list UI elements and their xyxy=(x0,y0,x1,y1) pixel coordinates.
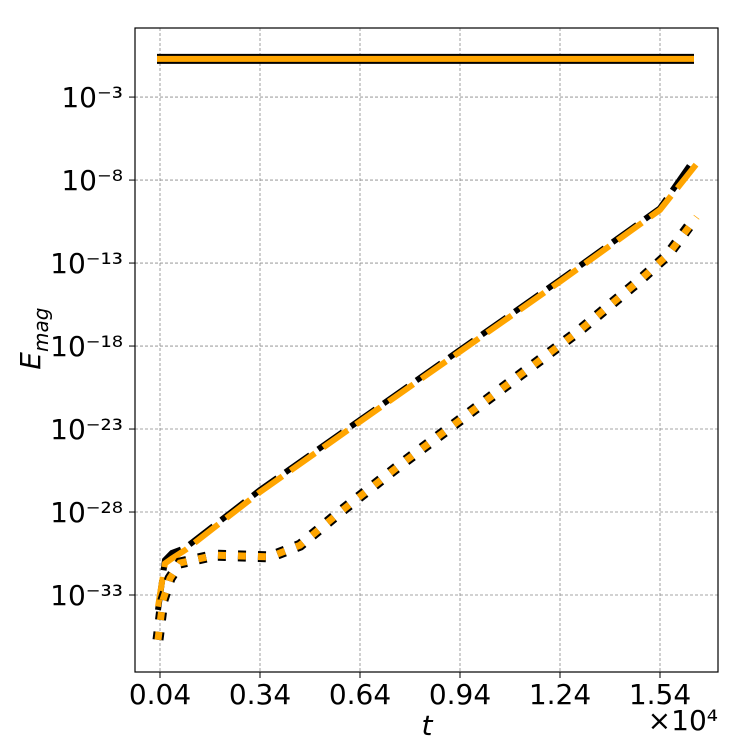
x-tick-label: 1.54 xyxy=(629,678,691,711)
series-line xyxy=(152,221,695,641)
y-axis-label: E mag xyxy=(14,308,53,370)
x-tick-label: 0.64 xyxy=(329,678,391,711)
series-line xyxy=(155,161,700,608)
x-tick-label: 0.94 xyxy=(429,678,491,711)
x-tick-label: 1.24 xyxy=(529,678,591,711)
y-axis-label-subscript: mag xyxy=(29,308,53,352)
x-tick-label: 0.04 xyxy=(129,678,191,711)
y-axis-label-main: E xyxy=(14,352,47,370)
y-tick-label: 10⁻²⁸ xyxy=(50,496,123,529)
x-offset-label: ×10⁴ xyxy=(648,704,718,737)
y-tick-label: 10⁻⁸ xyxy=(61,164,123,197)
y-tick-label: 10⁻²³ xyxy=(50,413,123,446)
y-tick-label: 10⁻¹³ xyxy=(50,247,123,280)
x-axis-label: t xyxy=(422,709,434,742)
y-tick-label: 10⁻¹⁸ xyxy=(50,330,123,363)
series-line xyxy=(154,214,700,641)
series-line xyxy=(155,163,693,611)
plot-frame xyxy=(134,27,719,673)
y-tick-label: 10⁻³³ xyxy=(50,579,123,612)
y-tick-label: 10⁻³ xyxy=(61,81,123,114)
x-tick-label: 0.34 xyxy=(229,678,291,711)
